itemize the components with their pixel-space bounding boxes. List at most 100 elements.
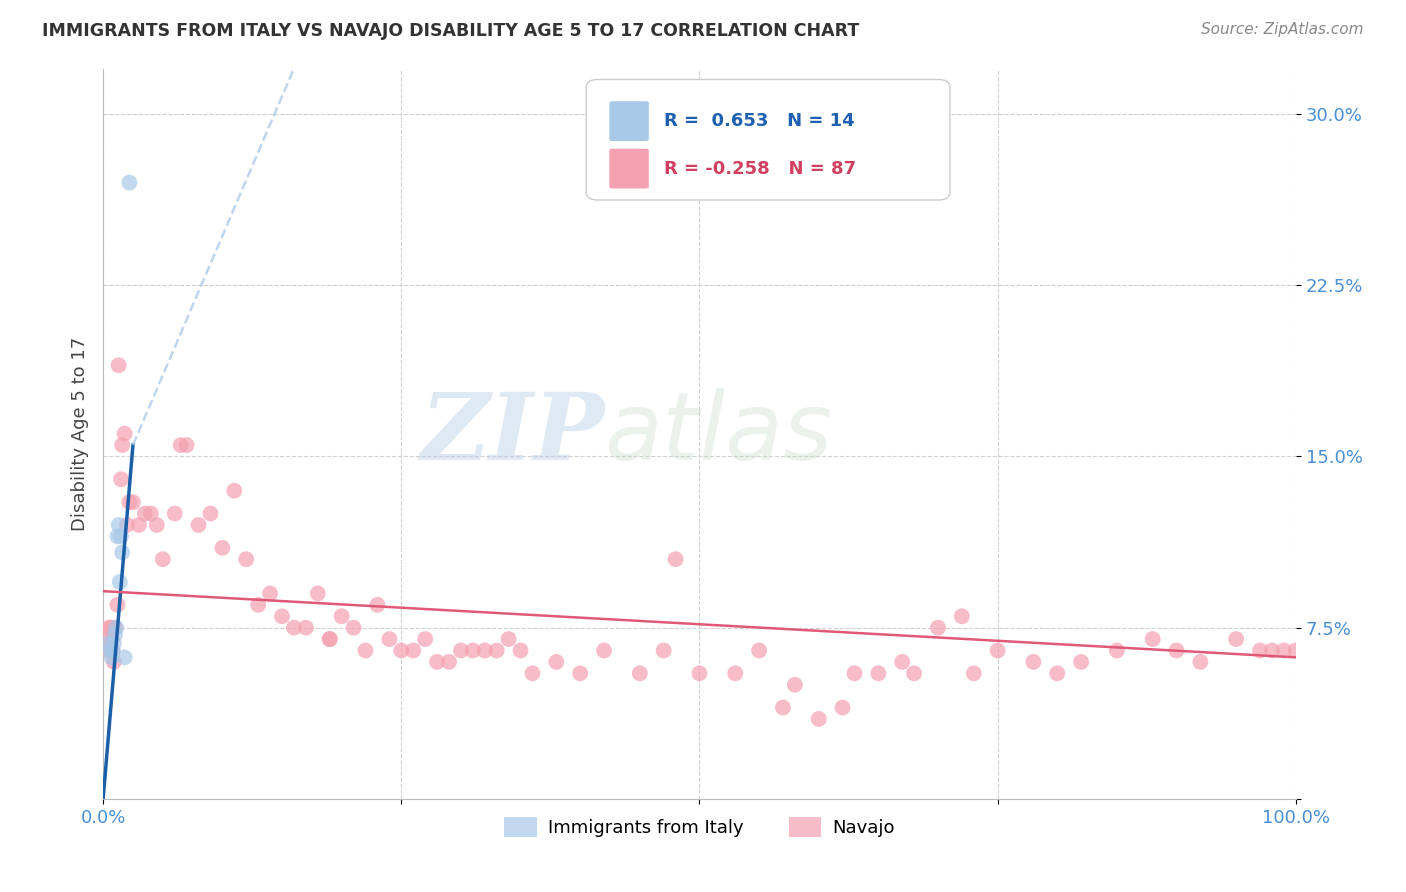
Point (628, 666, 651, 681)
Point (247, 598, 270, 612)
Point (100, 632, 122, 646)
Point (569, 666, 592, 681)
Point (103, 637, 125, 651)
Point (114, 650, 136, 665)
Point (105, 621, 128, 635)
Point (868, 666, 890, 681)
Point (927, 621, 949, 635)
Text: IMMIGRANTS FROM ITALY VS NAVAJO DISABILITY AGE 5 TO 17 CORRELATION CHART: IMMIGRANTS FROM ITALY VS NAVAJO DISABILI… (42, 22, 859, 40)
Point (110, 529, 132, 543)
Point (1249, 643, 1271, 657)
Text: R = -0.258   N = 87: R = -0.258 N = 87 (664, 160, 856, 178)
Point (107, 358, 129, 372)
Point (546, 655, 568, 669)
Point (98, 621, 121, 635)
Point (437, 655, 460, 669)
Point (146, 518, 169, 533)
Point (283, 621, 305, 635)
Point (111, 545, 134, 559)
Point (1022, 655, 1045, 669)
Point (187, 518, 209, 533)
Point (950, 609, 973, 624)
Point (366, 598, 388, 612)
Point (111, 438, 134, 452)
Point (122, 495, 145, 509)
Point (200, 507, 222, 521)
Point (831, 700, 853, 714)
Point (593, 643, 616, 657)
Point (97, 632, 120, 646)
Point (118, 176, 141, 190)
Point (1225, 632, 1247, 646)
Point (98, 643, 121, 657)
Point (108, 574, 131, 589)
Point (807, 712, 830, 726)
Point (378, 632, 401, 646)
Point (485, 643, 508, 657)
Point (342, 621, 364, 635)
Point (402, 643, 425, 657)
Point (118, 495, 141, 509)
Point (98, 637, 121, 651)
FancyBboxPatch shape (586, 79, 950, 200)
Point (259, 586, 281, 600)
Point (110, 472, 132, 486)
Point (354, 643, 377, 657)
Point (1166, 643, 1188, 657)
Point (104, 621, 127, 635)
Point (474, 643, 496, 657)
Point (98, 621, 121, 635)
Text: atlas: atlas (605, 388, 832, 479)
Point (295, 621, 318, 635)
Point (987, 643, 1010, 657)
Point (152, 552, 174, 566)
Point (450, 643, 472, 657)
Point (128, 518, 150, 533)
Point (271, 609, 294, 624)
Text: R =  0.653   N = 14: R = 0.653 N = 14 (664, 112, 855, 130)
Point (330, 609, 353, 624)
Point (1046, 666, 1069, 681)
Point (1105, 643, 1128, 657)
Point (107, 529, 129, 543)
Point (235, 552, 257, 566)
Point (114, 426, 136, 441)
Point (1285, 643, 1308, 657)
Point (688, 666, 710, 681)
Point (652, 643, 675, 657)
Point (115, 518, 138, 533)
Point (665, 552, 688, 566)
FancyBboxPatch shape (609, 148, 650, 189)
Point (963, 666, 986, 681)
Point (169, 438, 191, 452)
Point (772, 700, 794, 714)
Point (134, 507, 156, 521)
Point (163, 507, 186, 521)
Point (509, 643, 531, 657)
Point (498, 632, 520, 646)
Legend: Immigrants from Italy, Navajo: Immigrants from Italy, Navajo (498, 809, 901, 845)
Point (1272, 643, 1295, 657)
Point (1189, 655, 1212, 669)
Point (844, 666, 866, 681)
Point (176, 438, 198, 452)
Y-axis label: Disability Age 5 to 17: Disability Age 5 to 17 (72, 336, 89, 531)
Point (103, 655, 125, 669)
Point (101, 643, 124, 657)
Point (426, 655, 449, 669)
Point (1261, 643, 1284, 657)
Point (307, 586, 329, 600)
Point (211, 541, 233, 555)
Point (748, 643, 770, 657)
Point (101, 643, 124, 657)
Point (104, 627, 127, 641)
Point (319, 632, 342, 646)
Point (389, 643, 412, 657)
FancyBboxPatch shape (609, 101, 650, 142)
Text: Source: ZipAtlas.com: Source: ZipAtlas.com (1201, 22, 1364, 37)
Point (522, 666, 544, 681)
Point (891, 655, 914, 669)
Point (224, 483, 246, 498)
Point (903, 666, 925, 681)
Point (107, 518, 129, 533)
